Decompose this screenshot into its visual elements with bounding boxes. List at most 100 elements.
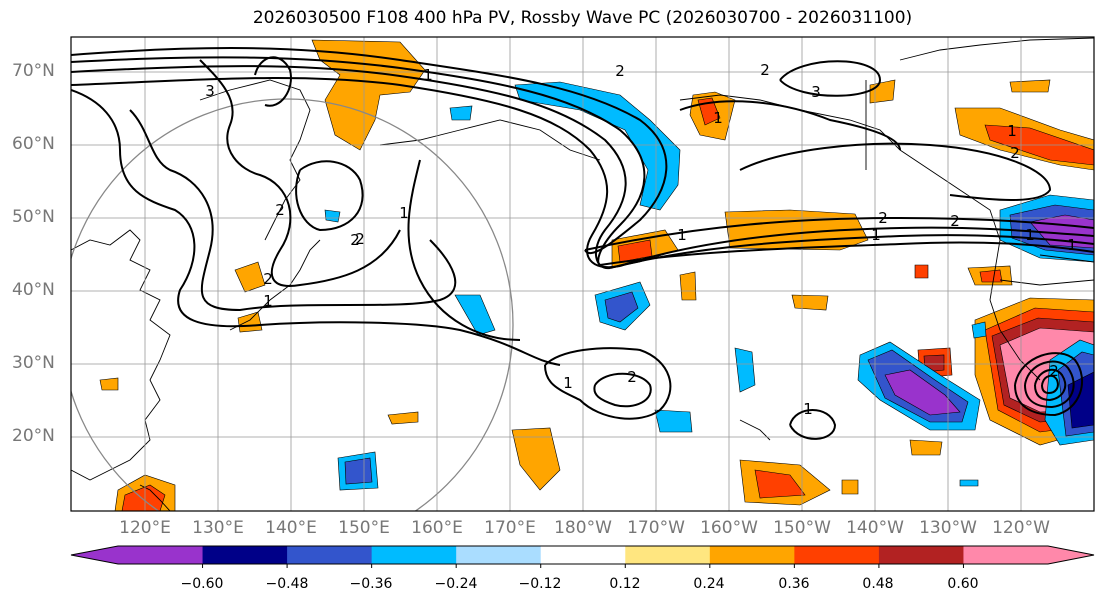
pv-contour — [1024, 360, 1075, 409]
lon-label: 150°E — [338, 518, 390, 538]
colorbar-tick-label: −0.12 — [518, 576, 562, 592]
contour-label: 1 — [677, 226, 687, 244]
pv-contour — [779, 60, 882, 97]
anomaly-patch-positive — [99, 377, 119, 391]
pv-contour — [789, 409, 837, 440]
anomaly-patch-positive — [841, 479, 859, 495]
anomaly-patch-negative — [324, 209, 341, 223]
contour-label: 2 — [878, 209, 888, 227]
anomaly-patch-negative — [971, 321, 987, 339]
colorbar-segment — [118, 546, 204, 564]
contour-label: 1 — [713, 109, 723, 127]
pv-contour — [1034, 368, 1067, 402]
colorbar-outline — [70, 545, 1095, 565]
lon-label: 120°E — [119, 518, 171, 538]
colorbar-tick-label: 0.60 — [947, 576, 979, 592]
lon-label: 160°E — [411, 518, 463, 538]
pv-contour — [679, 100, 901, 151]
anomaly-patch-negative — [884, 369, 961, 416]
anomaly-patch-negative — [604, 291, 639, 323]
colorbar-tick-label: −0.48 — [265, 576, 309, 592]
colorbar-segment — [963, 546, 1049, 564]
pv-contour — [544, 347, 672, 420]
lon-label: 130°W — [919, 518, 977, 538]
colorbar-tick-label: 0.24 — [693, 576, 725, 592]
pv-contour — [129, 109, 457, 312]
colorbar-segment — [371, 546, 457, 564]
anomaly-patch-negative — [344, 457, 373, 485]
pv-contour — [593, 372, 652, 408]
pv-contour — [1014, 352, 1084, 417]
contour-label: 1 — [423, 66, 433, 84]
lat-label: 70°N — [12, 61, 55, 81]
lon-label: 120°W — [992, 518, 1050, 538]
colorbar-segment — [456, 546, 542, 564]
lat-label: 60°N — [12, 134, 55, 154]
lat-label: 50°N — [12, 207, 55, 227]
lon-label: 180°W — [554, 518, 612, 538]
colorbar-segment — [202, 546, 288, 564]
contour-label: 1 — [563, 374, 573, 392]
contour-label: 1 — [1007, 122, 1017, 140]
contour-label: 2 — [355, 230, 365, 248]
map-frame — [70, 36, 1095, 512]
contour-label: 1 — [871, 226, 881, 244]
anomaly-patch-positive — [909, 439, 943, 456]
lon-label: 130°E — [192, 518, 244, 538]
contour-label: 2 — [615, 62, 625, 80]
map-title: 2026030500 F108 400 hPa PV, Rossby Wave … — [252, 8, 913, 28]
anomaly-patch-negative — [454, 294, 496, 336]
colorbar-segment — [287, 546, 373, 564]
lon-label: 140°W — [846, 518, 904, 538]
lat-label: 20°N — [12, 426, 55, 446]
contour-label: 2 — [1010, 144, 1020, 162]
coastline — [199, 79, 311, 241]
highlight-circle — [71, 98, 514, 511]
anomaly-patch-positive — [679, 271, 697, 301]
pv-contour — [254, 56, 292, 107]
anomaly-patch-positive — [754, 469, 806, 499]
colorbar — [70, 545, 1095, 568]
colorbar-segment — [625, 546, 711, 564]
anomaly-patch-negative — [654, 409, 693, 433]
colorbar-segment — [794, 546, 880, 564]
anomaly-patch-positive — [511, 427, 561, 491]
pv-contours — [71, 47, 1094, 440]
pv-contour — [609, 234, 1094, 269]
contour-label: 1 — [1025, 226, 1035, 244]
anomaly-patch-positive — [697, 97, 721, 126]
contour-labels: 1 2 3 1 2 1 2 2 1 2 1 2 3 1 2 1 2 1 1 2 … — [205, 61, 1077, 418]
pv-contour — [295, 160, 364, 232]
contour-label: 1 — [803, 400, 813, 418]
pv-contour — [71, 89, 561, 366]
lon-label: 160°W — [700, 518, 758, 538]
pv-contour — [584, 216, 1094, 251]
anomaly-patch-positive — [387, 411, 419, 425]
anomaly-patch-positive — [979, 269, 1003, 283]
contour-label: 2 — [760, 61, 770, 79]
colorbar-tick-label: −0.24 — [434, 576, 478, 592]
contour-label: 2 — [275, 201, 285, 219]
contour-label: 1 — [263, 292, 273, 310]
coastline — [899, 37, 1094, 61]
contour-label: 2 — [627, 368, 637, 386]
colorbar-segment — [709, 546, 795, 564]
lat-label: 40°N — [12, 280, 55, 300]
pv-contour — [71, 47, 668, 255]
colorbar-extend-min — [71, 546, 118, 564]
anomaly-patch-positive — [1009, 79, 1051, 93]
colorbar-extend-max — [1048, 546, 1094, 564]
contour-label: 2 — [1049, 362, 1059, 380]
coastline — [379, 119, 601, 161]
pv-contour — [1041, 374, 1059, 395]
anomaly-patch-positive — [791, 294, 829, 311]
pv-contour — [619, 226, 1094, 267]
contour-label: 1 — [1067, 236, 1077, 254]
pv-contour — [739, 142, 1052, 201]
anomaly-patch-negative — [449, 105, 473, 121]
pv-contour — [71, 65, 627, 270]
colorbar-segment — [878, 546, 964, 564]
pv-contour — [407, 159, 521, 341]
lon-label: 170°E — [484, 518, 536, 538]
